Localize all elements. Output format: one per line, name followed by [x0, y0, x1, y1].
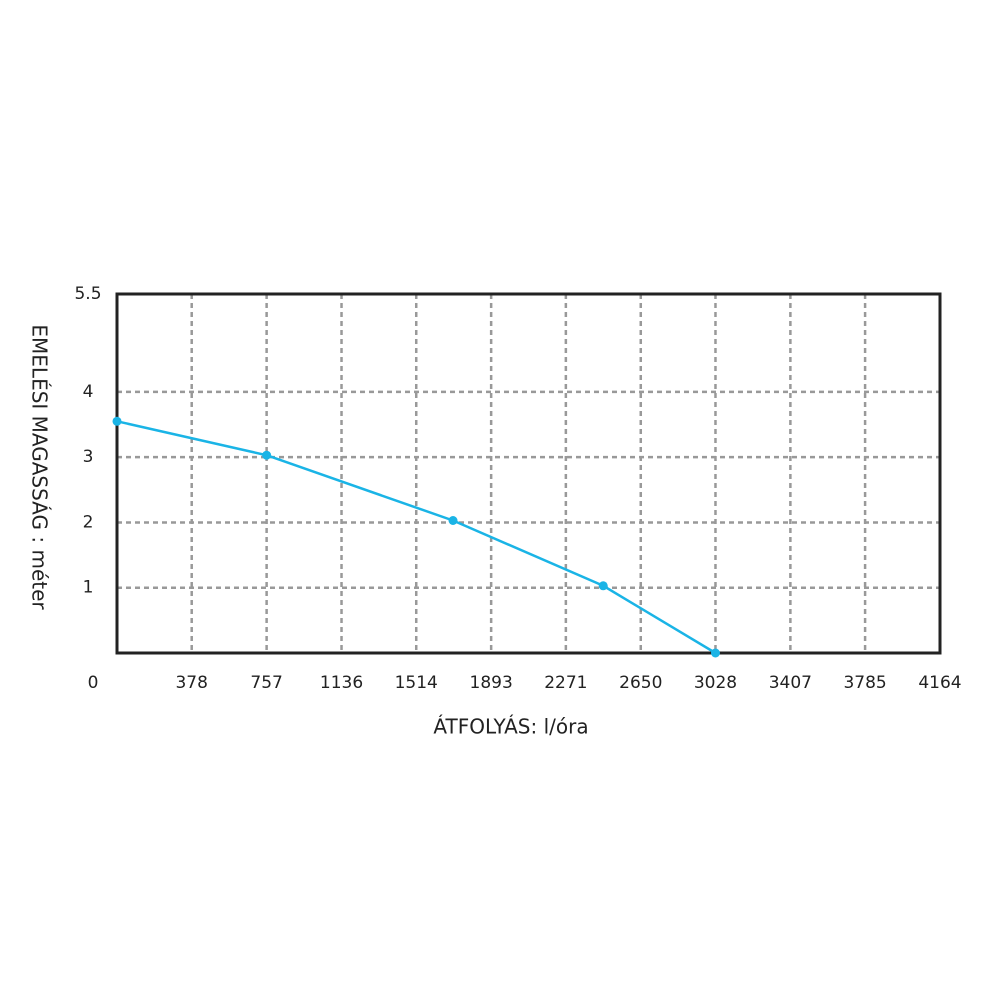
- point: [262, 450, 272, 460]
- x-tick-label: 2271: [544, 673, 587, 693]
- x-tick-label: 4164: [918, 673, 961, 693]
- x-tick-label: 2650: [619, 673, 662, 693]
- y-tick-label: 1: [83, 578, 94, 598]
- y-tick-label: 2: [83, 512, 94, 532]
- y-tick-label: 5.5: [74, 284, 101, 304]
- point: [448, 515, 458, 525]
- x-tick-label: 1893: [470, 673, 513, 693]
- point: [112, 416, 122, 426]
- x-tick-label: 3028: [694, 673, 737, 693]
- x-tick-label: 1514: [395, 673, 438, 693]
- point: [710, 648, 720, 658]
- x-tick-label: 3785: [843, 673, 886, 693]
- x-tick-label: 378: [175, 673, 207, 693]
- plot-frame: [115, 292, 942, 655]
- y-tick-label: 4: [83, 382, 94, 402]
- x-axis-title: ÁTFOLYÁS: l/óra: [433, 715, 588, 739]
- x-tick-label: 757: [250, 673, 282, 693]
- x-tick-label: 0: [88, 673, 99, 693]
- y-axis-title: EMELÉSI MAGASSÁG : méter: [28, 324, 52, 610]
- y-tick-label: 3: [83, 447, 94, 467]
- point: [598, 581, 608, 591]
- x-tick-label: 1136: [320, 673, 363, 693]
- x-tick-label: 3407: [769, 673, 812, 693]
